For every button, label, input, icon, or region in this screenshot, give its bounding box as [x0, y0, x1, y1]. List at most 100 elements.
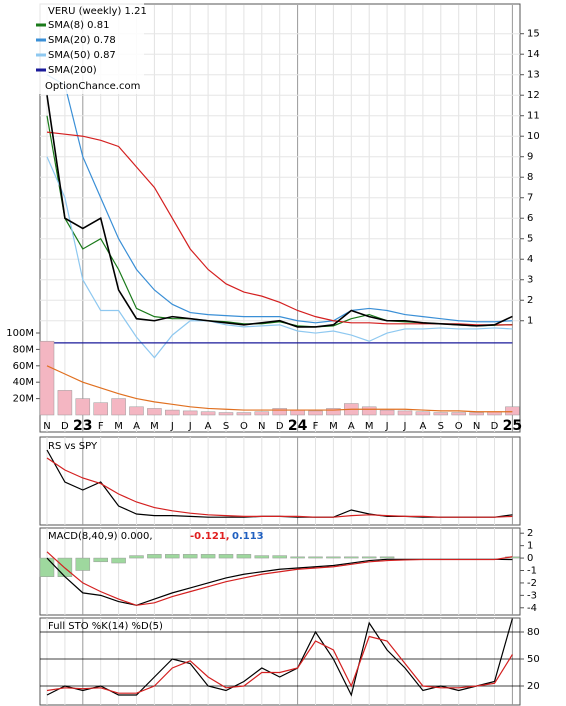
y-tick-label: 10: [527, 131, 540, 142]
y-tick-label: 5: [527, 234, 533, 245]
chart-title: VERU (weekly) 1.21: [48, 6, 147, 17]
sto-title: Full STO %K(14) %D(5): [48, 621, 163, 632]
y-tick-label: 12: [527, 90, 540, 101]
x-tick-label: M: [114, 421, 123, 432]
bar: [75, 557, 91, 571]
line-series: [46, 74, 513, 324]
bar: [182, 554, 198, 559]
legend-label: SMA(20) 0.78: [48, 35, 116, 46]
y-tick-label: 6: [527, 213, 533, 224]
bar: [93, 557, 108, 563]
bar: [505, 406, 520, 416]
bar: [361, 556, 377, 559]
y-tick-label: 1: [527, 316, 533, 327]
y-tick-label: 20: [527, 681, 540, 692]
y-tick-label: 100M: [6, 328, 34, 339]
x-tick-label: N: [473, 421, 480, 432]
y-tick-label: 11: [527, 111, 540, 122]
bar: [415, 411, 431, 416]
bar: [39, 557, 55, 577]
y-tick-label: 50: [527, 654, 540, 665]
x-tick-label: J: [403, 421, 407, 432]
y-tick-label: 40M: [13, 377, 34, 388]
y-tick-label: 60M: [13, 361, 34, 372]
y-tick-label: 0: [527, 553, 533, 564]
legend-box: [34, 2, 144, 94]
y-tick-label: -2: [527, 578, 537, 589]
bar: [57, 390, 73, 416]
bar: [39, 340, 55, 416]
x-tick-label: D: [276, 421, 284, 432]
x-tick-label: A: [205, 421, 212, 432]
x-tick-label: A: [348, 421, 355, 432]
bar: [165, 554, 180, 559]
x-tick-label: 25: [503, 418, 522, 434]
bar: [236, 412, 252, 416]
x-tick-label: F: [98, 421, 104, 432]
y-tick-label: 8: [527, 172, 533, 183]
bar: [361, 406, 377, 416]
bar: [433, 412, 449, 416]
line-series: [46, 635, 513, 694]
x-tick-label: M: [365, 421, 374, 432]
bar: [93, 402, 108, 416]
line-series: [46, 457, 513, 518]
bar: [290, 556, 305, 559]
bar: [290, 409, 305, 416]
bar: [379, 409, 395, 416]
y-tick-label: 14: [527, 49, 540, 60]
x-tick-label: S: [223, 421, 229, 432]
bar: [254, 555, 270, 559]
y-tick-label: 20M: [13, 394, 34, 405]
x-tick-label: J: [188, 421, 192, 432]
y-tick-label: 15: [527, 29, 540, 40]
y-tick-label: 80: [527, 627, 540, 638]
bar: [129, 406, 144, 416]
x-tick-label: 24: [288, 418, 308, 434]
y-tick-label: 2: [527, 528, 533, 539]
y-tick-label: 4: [527, 254, 533, 265]
macd-title: MACD(8,40,9) 0.000,: [48, 531, 153, 542]
bar: [308, 556, 323, 559]
bar: [308, 410, 323, 416]
y-tick-label: 2: [527, 295, 533, 306]
x-tick-label: A: [133, 421, 140, 432]
bar: [326, 556, 341, 559]
line-series: [46, 365, 513, 413]
y-tick-label: -3: [527, 590, 537, 601]
x-tick-label: N: [43, 421, 50, 432]
x-tick-label: S: [438, 421, 444, 432]
x-tick-label: F: [313, 421, 319, 432]
bar: [272, 555, 287, 559]
rs-title: RS vs SPY: [48, 441, 98, 452]
x-tick-label: J: [170, 421, 174, 432]
bar: [469, 412, 484, 416]
watermark: OptionChance.com: [45, 81, 140, 92]
bar: [218, 554, 234, 559]
bar: [379, 556, 395, 559]
legend-label: SMA(50) 0.87: [48, 50, 116, 61]
bar: [129, 555, 144, 559]
line-series: [46, 95, 513, 328]
y-tick-label: 13: [527, 70, 540, 81]
x-tick-label: M: [150, 421, 159, 432]
bar: [147, 408, 162, 416]
bar: [200, 411, 216, 416]
bar: [218, 412, 234, 416]
y-tick-label: -1: [527, 566, 537, 577]
bar: [236, 554, 252, 559]
x-tick-label: O: [240, 421, 248, 432]
bar: [75, 398, 91, 416]
y-tick-label: 80M: [13, 344, 34, 355]
bar: [182, 410, 198, 416]
x-tick-label: J: [385, 421, 389, 432]
line-series: [46, 551, 513, 606]
bar: [165, 409, 180, 416]
x-tick-label: O: [455, 421, 463, 432]
y-tick-label: 3: [527, 275, 533, 286]
bar: [147, 554, 162, 559]
bar: [326, 408, 341, 416]
bar: [397, 410, 413, 416]
line-series: [46, 156, 513, 359]
